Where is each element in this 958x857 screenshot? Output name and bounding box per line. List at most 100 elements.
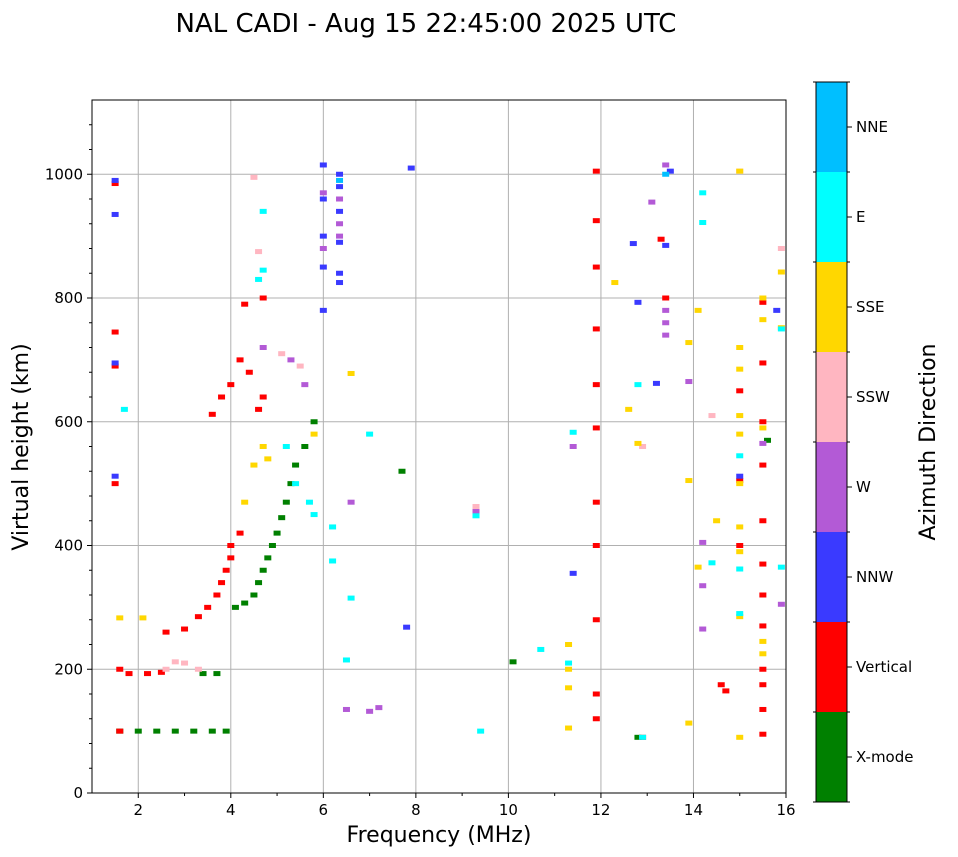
data-point-nnw [407,165,415,171]
data-points [111,162,785,740]
data-point-x-mode [264,555,272,561]
colorbar-segment-e [816,172,847,262]
data-point-nnw [111,211,119,217]
data-point-vertical [111,181,119,187]
data-point-vertical [162,629,170,635]
data-point-nnw [666,168,674,174]
colorbar-segment-nne [816,82,847,172]
data-point-x-mode [398,468,406,474]
data-point-e [259,208,267,214]
data-point-w [319,246,327,251]
data-point-vertical [227,543,235,548]
data-point-vertical [592,218,600,224]
data-point-vertical [227,555,235,561]
data-point-sse [310,431,318,437]
data-point-vertical [592,716,600,722]
data-point-vertical [736,478,744,484]
data-point-nnw [319,264,327,270]
data-point-vertical [116,666,124,672]
data-point-ssw [278,351,286,357]
data-point-vertical [592,543,600,548]
data-point-vertical [759,360,767,366]
data-point-ssw [472,504,480,510]
data-point-w [759,440,767,446]
data-point-vertical [592,425,600,431]
data-point-nnw [319,233,327,239]
colorbar-segment-vertical [816,622,847,712]
data-point-sse [565,725,573,731]
data-point-vertical [657,236,665,242]
data-point-w [301,382,309,388]
data-point-vertical [592,382,600,388]
data-point-x-mode [190,728,198,734]
data-point-vertical [722,688,730,694]
data-point-nnw [629,241,637,247]
data-point-x-mode [292,462,300,468]
data-point-e [120,406,128,412]
data-point-sse [736,431,744,437]
x-tick-label: 16 [776,801,795,819]
colorbar-tick-label: Vertical [856,658,912,676]
data-point-x-mode [222,728,230,734]
data-point-e [292,481,300,487]
x-tick-label: 8 [411,801,421,819]
data-point-sse [565,685,573,691]
y-tick-label: 400 [54,537,83,555]
colorbar-label: Azimuth Direction [916,343,941,540]
data-point-sse [736,345,744,350]
data-point-e [736,453,744,459]
data-point-sse [777,269,785,275]
data-point-nnw [336,270,344,276]
data-point-e [342,657,350,663]
grid-lines [92,100,786,793]
plot-frame [91,99,787,794]
data-point-w [342,706,350,712]
x-tick-label: 6 [319,801,329,819]
data-point-x-mode [213,671,221,677]
y-axis-label: Virtual height (km) [9,343,34,550]
data-point-sse [685,478,693,484]
data-point-nnw [736,473,744,479]
x-tick-label: 12 [591,801,610,819]
data-point-vertical [255,406,263,412]
data-point-sse [759,638,767,644]
data-point-vertical [592,617,600,623]
data-point-vertical [759,299,767,305]
azimuth-colorbar: X-mode Vertical NNW W SSW SSE E NNE [813,81,913,803]
data-point-sse [694,564,702,570]
data-point-vertical [736,543,744,548]
x-tick-label: 10 [499,801,518,819]
data-point-e [305,499,313,505]
data-point-e [259,267,267,273]
data-point-nnw [773,307,781,313]
data-point-x-mode [208,728,216,734]
data-point-w [648,199,656,205]
data-point-e [708,560,716,566]
data-point-nnw [336,184,344,190]
chart-title: NAL CADI - Aug 15 22:45:00 2025 UTC [176,9,677,39]
colorbar-tick-label: X-mode [856,748,913,766]
data-point-w [699,539,707,545]
colorbar-frame [815,81,848,803]
data-point-vertical [218,394,226,400]
data-point-vertical [592,168,600,174]
data-point-vertical [662,295,670,301]
x-tick-label: 2 [133,801,143,819]
data-point-ssw [708,413,716,419]
data-point-nnw [662,242,670,248]
data-point-sse [565,666,573,672]
data-point-x-mode [509,659,517,665]
data-point-ssw [639,444,647,449]
data-point-nnw [652,380,660,386]
data-point-nnw [319,196,327,202]
data-point-x-mode [268,543,276,548]
data-point-ssw [255,249,263,255]
data-point-e [282,444,290,449]
x-tick-label: 4 [226,801,236,819]
data-point-vertical [218,580,226,586]
data-point-nne [662,171,670,177]
data-point-vertical [592,326,600,332]
data-point-e [329,558,337,564]
data-point-sse [736,734,744,740]
data-point-sse [736,168,744,174]
